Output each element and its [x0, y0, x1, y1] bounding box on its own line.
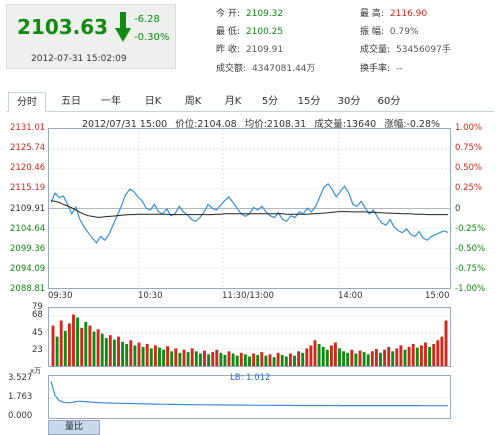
- ratio-tick: 3.527: [8, 373, 33, 383]
- price-change-pct: -0.30%: [134, 32, 170, 43]
- stat-label: 最 低:: [216, 27, 240, 37]
- stat-value: 53456097手: [396, 45, 451, 55]
- info-avg: 均价:2108.31: [244, 119, 307, 130]
- stat-label: 今 开:: [216, 9, 240, 19]
- pct-tick: 0.75%: [455, 143, 483, 154]
- tab-3[interactable]: 一年: [101, 96, 121, 107]
- ratio-unit: x万: [30, 367, 42, 375]
- stat-value: --: [396, 64, 403, 74]
- price-tick: 2099.36: [10, 243, 46, 254]
- stat-value: 2109.32: [245, 9, 284, 19]
- stat-item: 最 高: 2116.90: [360, 6, 427, 19]
- pct-tick: 0.50%: [455, 163, 483, 174]
- pct-tick: -0.75%: [455, 263, 486, 274]
- pct-tick: -0.50%: [455, 243, 486, 254]
- tab-9[interactable]: 30分: [337, 96, 361, 107]
- time-tick: 10:30: [138, 291, 163, 301]
- volume-tick: 45: [32, 327, 43, 338]
- tab-10[interactable]: 60分: [377, 96, 401, 107]
- tab-5[interactable]: 周K: [184, 96, 202, 107]
- info-change: 涨幅:-0.28%: [384, 119, 441, 130]
- pct-tick: 0: [455, 203, 461, 214]
- stat-item: 今 开: 2109.32: [216, 6, 283, 19]
- volume-ratio-line: [50, 381, 448, 407]
- time-tick: 09:30: [48, 291, 73, 301]
- price-tick: 2125.74: [10, 143, 46, 154]
- ratio-tick: 1.763: [8, 392, 33, 402]
- price-tick: 2088.81: [10, 284, 46, 294]
- tab-1[interactable]: 分时: [8, 92, 46, 112]
- price-tick: 2115.19: [10, 183, 46, 194]
- pct-tick: -0.25%: [455, 223, 486, 234]
- ratio-tick: 0.000: [8, 411, 33, 421]
- price-tick: 2109.91: [10, 203, 46, 214]
- volume-ratio-svg: [49, 381, 450, 407]
- volume-tick: 23: [32, 344, 43, 355]
- tab-4[interactable]: 日K: [144, 96, 162, 107]
- stat-label: 昨 收:: [216, 45, 240, 55]
- down-arrow-icon: [115, 12, 131, 42]
- stat-value: 4347081.44万: [252, 64, 316, 74]
- info-volume: 成交量:13640: [314, 119, 377, 130]
- tab-7[interactable]: 5分: [261, 96, 279, 107]
- ratio-label: LB: 1.012: [230, 373, 271, 383]
- info-datetime: 2012/07/31 15:00: [82, 119, 168, 130]
- pct-tick: -1.00%: [455, 284, 486, 294]
- stat-label: 换手率:: [360, 64, 391, 74]
- volume-chart[interactable]: [48, 307, 451, 367]
- time-tick: 15:00: [425, 291, 450, 301]
- tab-6[interactable]: 月K: [224, 96, 242, 107]
- current-price: 2103.63: [17, 15, 109, 39]
- stat-label: 成交额:: [216, 64, 247, 74]
- volume-chart-svg: [49, 308, 450, 366]
- stat-item: 昨 收: 2109.91: [216, 42, 283, 55]
- tab-2[interactable]: 五日: [61, 96, 81, 107]
- stat-value: 2116.90: [389, 9, 428, 19]
- price-tick: 2120.46: [10, 163, 46, 174]
- volume-tick: 79: [32, 302, 43, 312]
- stat-value: 2109.91: [245, 45, 284, 55]
- volume-ratio-chart[interactable]: [48, 375, 451, 419]
- time-tick: 11:30/13:00: [222, 291, 274, 301]
- period-tabs: 分时 五日 一年 日K 周K 月K 5分 15分 30分 60分: [6, 92, 494, 112]
- stat-value: 0.79%: [389, 27, 419, 37]
- info-bar: 2012/07/31 15:00 价位:2104.08 均价:2108.31 成…: [82, 116, 445, 130]
- quote-timestamp: 2012-07-31 15:02:09: [31, 54, 127, 64]
- avg-line: [50, 200, 448, 218]
- info-price: 价位:2104.08: [175, 119, 237, 130]
- price-change: -6.28: [134, 14, 160, 25]
- stat-item: 换手率: --: [360, 61, 403, 74]
- stat-item: 成交量: 53456097手: [360, 42, 451, 55]
- time-tick: 14:00: [338, 291, 363, 301]
- price-tick: 2131.01: [10, 123, 46, 133]
- stat-item: 振 幅: 0.79%: [360, 24, 419, 37]
- price-tick: 2104.64: [10, 223, 46, 234]
- quote-box: 2103.63 -6.28 -0.30% 2012-07-31 15:02:09: [6, 4, 176, 69]
- stat-label: 成交量:: [360, 45, 391, 55]
- pct-tick: 0.25%: [455, 183, 483, 194]
- pct-tick: 1.00%: [455, 123, 483, 133]
- stat-label: 最 高:: [360, 9, 384, 19]
- stat-item: 成交额: 4347081.44万: [216, 61, 315, 74]
- stat-value: 2100.25: [245, 27, 284, 37]
- price-chart-svg: [49, 129, 450, 288]
- stat-label: 振 幅:: [360, 27, 384, 37]
- tab-8[interactable]: 15分: [297, 96, 321, 107]
- price-chart[interactable]: [48, 128, 451, 289]
- volume-ratio-tab[interactable]: 量比: [48, 420, 100, 435]
- volume-tick: 68: [32, 310, 43, 321]
- price-tick: 2094.09: [10, 263, 46, 274]
- stat-item: 最 低: 2100.25: [216, 24, 283, 37]
